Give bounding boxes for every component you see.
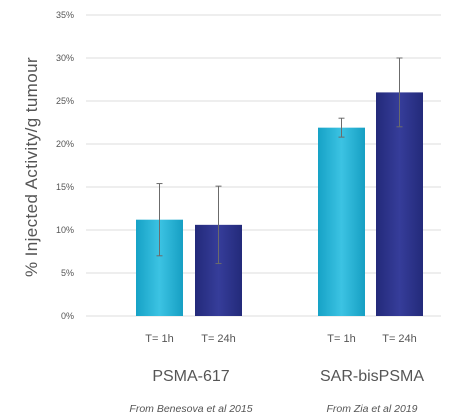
y-tick-label: 0% — [61, 311, 74, 321]
x-category-label: T= 1h — [327, 333, 355, 345]
y-tick-label: 35% — [56, 10, 74, 20]
x-category-label: T= 1h — [145, 333, 173, 345]
y-tick-label: 15% — [56, 182, 74, 192]
x-category-label: T= 24h — [201, 333, 236, 345]
y-tick-label: 10% — [56, 225, 74, 235]
y-tick-label: 5% — [61, 268, 74, 278]
bar — [376, 92, 423, 317]
y-tick-label: 30% — [56, 53, 74, 63]
y-axis-ticks: 0% 5% 10% 15% 20% 25% 30% 35% — [56, 10, 74, 321]
source-citation: From Zia et al 2019 — [326, 403, 417, 415]
bar — [318, 127, 365, 316]
category-labels: T= 1h T= 24h PSMA-617 From Benesova et al 2… — [129, 333, 424, 415]
group-label: SAR-bisPSMA — [320, 368, 424, 385]
source-citation: From Benesova et al 2015 — [129, 403, 252, 415]
y-tick-label: 20% — [56, 139, 74, 149]
y-tick-label: 25% — [56, 96, 74, 106]
group-label: PSMA-617 — [152, 368, 229, 385]
y-axis-label: % Injected Activity/g tumour — [22, 57, 41, 277]
bars — [136, 57, 423, 317]
x-category-label: T= 24h — [382, 333, 417, 345]
